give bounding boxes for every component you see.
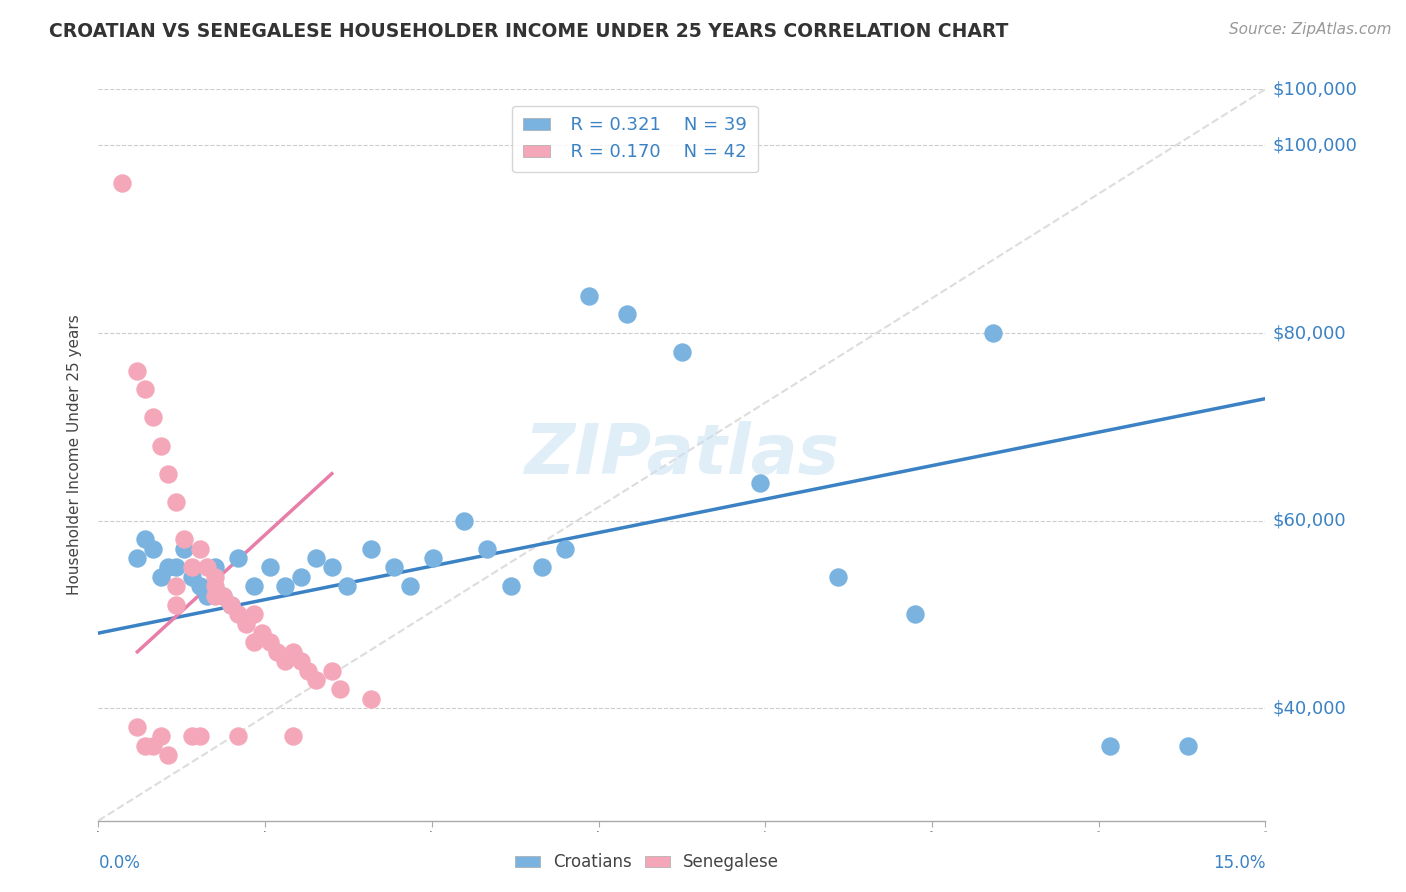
Point — [321, 664, 343, 678]
Text: $40,000: $40,000 — [1272, 699, 1346, 717]
Point — [981, 326, 1004, 340]
Point — [228, 607, 250, 622]
Point — [297, 664, 319, 678]
Point — [243, 579, 266, 593]
Point — [134, 533, 156, 547]
Point — [204, 579, 226, 593]
Text: $100,000: $100,000 — [1272, 80, 1357, 98]
Point — [127, 551, 149, 566]
Point — [165, 495, 187, 509]
Point — [219, 598, 242, 612]
Point — [149, 570, 172, 584]
Point — [398, 579, 420, 593]
Point — [336, 579, 359, 593]
Y-axis label: Householder Income Under 25 years: Householder Income Under 25 years — [67, 315, 83, 595]
Point — [477, 541, 499, 556]
Point — [142, 410, 165, 425]
Point — [360, 541, 382, 556]
Text: CROATIAN VS SENEGALESE HOUSEHOLDER INCOME UNDER 25 YEARS CORRELATION CHART: CROATIAN VS SENEGALESE HOUSEHOLDER INCOM… — [49, 22, 1008, 41]
Point — [360, 691, 382, 706]
Point — [173, 541, 195, 556]
Point — [290, 654, 312, 668]
Point — [219, 598, 242, 612]
Point — [530, 560, 553, 574]
Point — [827, 570, 849, 584]
Text: $100,000: $100,000 — [1272, 136, 1357, 154]
Point — [250, 626, 273, 640]
Point — [142, 739, 165, 753]
Point — [281, 645, 304, 659]
Point — [259, 635, 281, 649]
Point — [904, 607, 927, 622]
Point — [204, 570, 226, 584]
Point — [188, 729, 211, 743]
Point — [157, 560, 180, 574]
Point — [274, 654, 297, 668]
Point — [204, 589, 226, 603]
Point — [134, 382, 156, 396]
Text: ZIPatlas: ZIPatlas — [524, 421, 839, 489]
Point — [453, 514, 475, 528]
Point — [212, 589, 235, 603]
Legend: Croatians, Senegalese: Croatians, Senegalese — [508, 847, 786, 878]
Point — [274, 579, 297, 593]
Point — [228, 729, 250, 743]
Point — [1098, 739, 1121, 753]
Point — [134, 739, 156, 753]
Text: 15.0%: 15.0% — [1213, 855, 1265, 872]
Point — [212, 589, 235, 603]
Point — [173, 533, 195, 547]
Point — [127, 720, 149, 734]
Point — [259, 560, 281, 574]
Point — [616, 307, 638, 321]
Point — [127, 363, 149, 377]
Point — [180, 729, 202, 743]
Point — [243, 635, 266, 649]
Point — [228, 551, 250, 566]
Point — [748, 476, 770, 491]
Point — [235, 616, 257, 631]
Text: Source: ZipAtlas.com: Source: ZipAtlas.com — [1229, 22, 1392, 37]
Point — [382, 560, 405, 574]
Point — [157, 467, 180, 481]
Text: $80,000: $80,000 — [1272, 324, 1346, 342]
Point — [305, 673, 328, 687]
Point — [195, 589, 218, 603]
Point — [305, 551, 328, 566]
Point — [165, 579, 187, 593]
Point — [422, 551, 444, 566]
Point — [165, 598, 187, 612]
Point — [188, 541, 211, 556]
Point — [149, 438, 172, 452]
Text: $60,000: $60,000 — [1272, 512, 1346, 530]
Point — [149, 729, 172, 743]
Point — [290, 570, 312, 584]
Point — [204, 560, 226, 574]
Point — [180, 560, 202, 574]
Point — [578, 288, 600, 302]
Text: 0.0%: 0.0% — [98, 855, 141, 872]
Point — [671, 344, 693, 359]
Point — [499, 579, 522, 593]
Point — [1177, 739, 1199, 753]
Point — [321, 560, 343, 574]
Point — [266, 645, 288, 659]
Point — [111, 176, 134, 190]
Point — [142, 541, 165, 556]
Point — [157, 747, 180, 762]
Point — [165, 560, 187, 574]
Point — [188, 579, 211, 593]
Point — [195, 560, 218, 574]
Point — [180, 570, 202, 584]
Point — [281, 729, 304, 743]
Point — [243, 607, 266, 622]
Point — [554, 541, 576, 556]
Point — [329, 682, 352, 697]
